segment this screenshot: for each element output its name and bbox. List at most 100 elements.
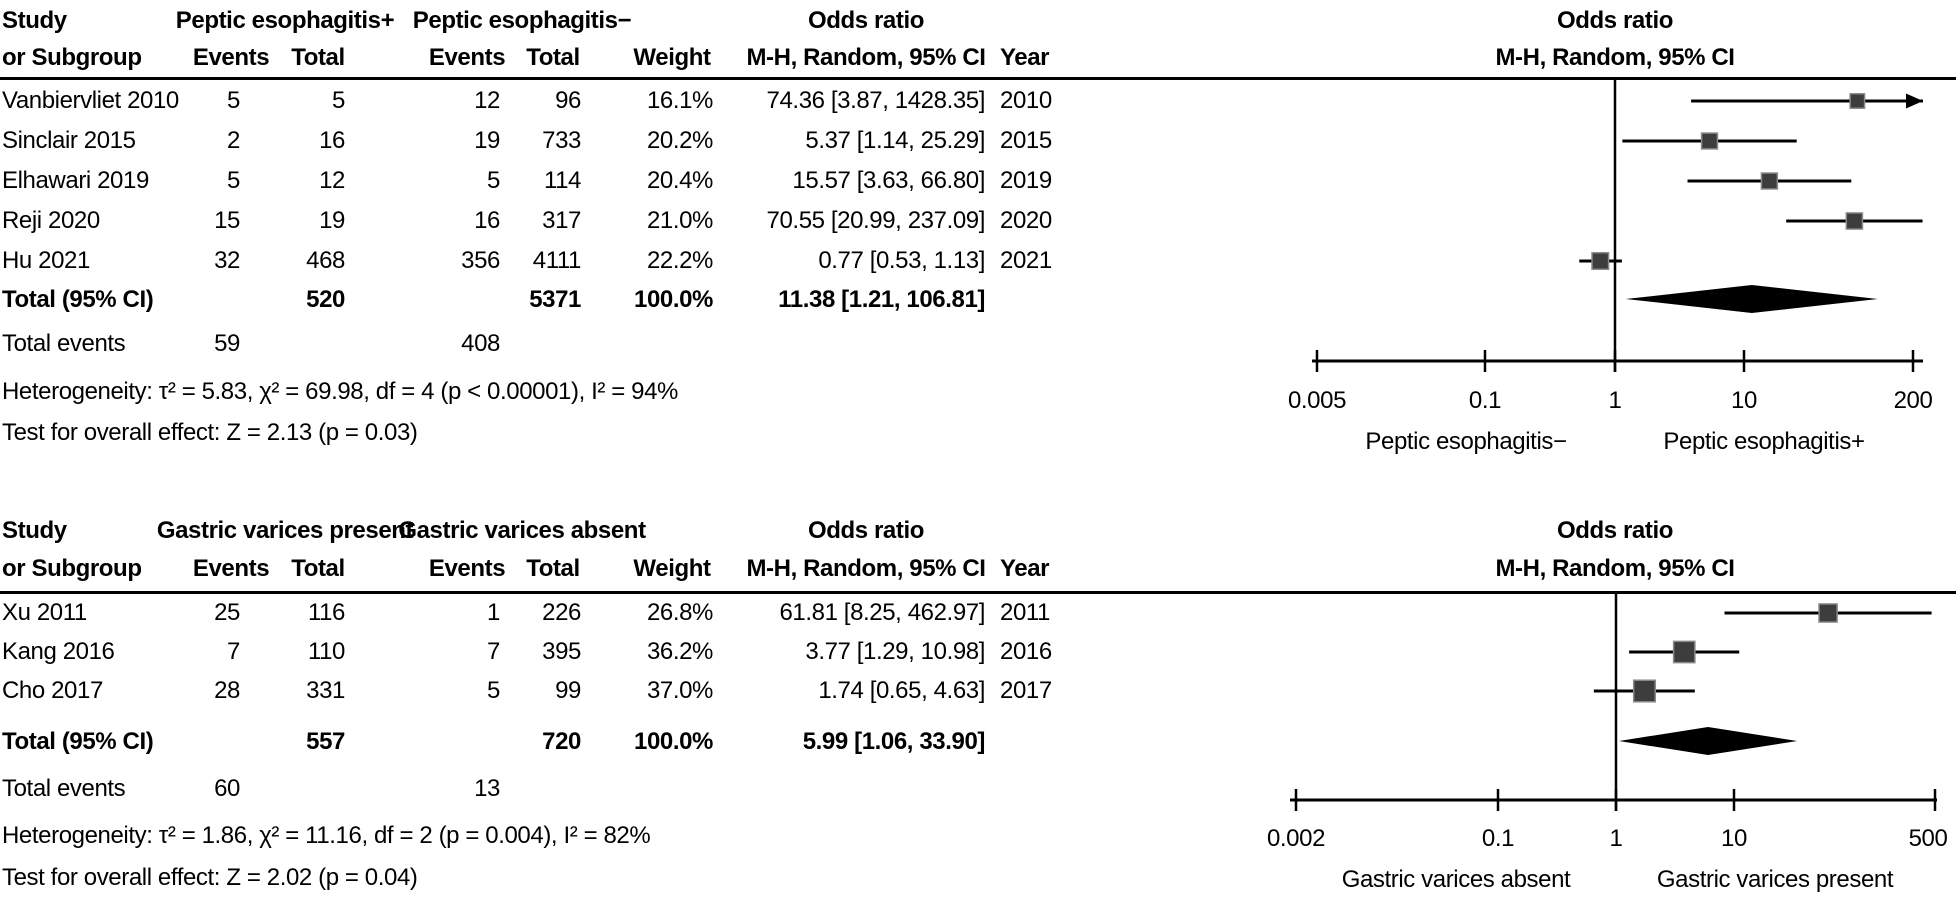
total-control: 720 [542, 728, 581, 755]
axis-tick-label: 200 [1893, 387, 1933, 414]
study-name: Vanbiervliet 2010 [2, 87, 179, 114]
events-control: 16 [474, 207, 500, 234]
plot-header-line2: M-H, Random, 95% CI [1495, 44, 1735, 71]
year-value: 2019 [1000, 167, 1052, 194]
effect-square [1760, 172, 1779, 190]
or-column-header-line1: Odds ratio [807, 517, 924, 544]
effect-square [1632, 679, 1657, 703]
year-header: Year [1000, 555, 1050, 582]
group1-header: Gastric varices present [156, 517, 414, 544]
axis-tick-label: 10 [1721, 825, 1747, 852]
total2-header: Total [526, 555, 580, 582]
study-name: Kang 2016 [2, 638, 115, 665]
events1-header: Events [192, 555, 270, 582]
events-control: 5 [487, 167, 500, 194]
axis-right-group-label: Peptic esophagitis+ [1663, 428, 1865, 455]
total-control: 226 [542, 599, 581, 626]
heterogeneity-text: Heterogeneity: τ² = 1.86, χ² = 11.16, df… [2, 822, 651, 849]
total-events-control: 408 [461, 330, 500, 357]
overall-effect-text: Test for overall effect: Z = 2.13 (p = 0… [2, 419, 418, 446]
axis-tick-label: 0.002 [1266, 825, 1326, 852]
events-control: 19 [474, 127, 500, 154]
total-control: 5371 [529, 286, 581, 313]
total-exposed: 520 [306, 286, 345, 313]
total-control: 4111 [532, 247, 582, 274]
events-exposed: 15 [214, 207, 240, 234]
events-control: 12 [474, 87, 500, 114]
study-header-line2: or Subgroup [2, 555, 142, 582]
group2-header: Peptic esophagitis− [412, 7, 632, 34]
total-weight: 100.0% [634, 728, 713, 755]
weight-value: 20.4% [646, 167, 713, 194]
header-rule [0, 77, 1956, 80]
total-exposed: 557 [306, 728, 345, 755]
events-exposed: 7 [227, 638, 240, 665]
weight-value: 21.0% [646, 207, 713, 234]
total-events-label: Total events [2, 775, 126, 802]
or-ci-value: 15.57 [3.63, 66.80] [792, 167, 985, 194]
weight-header: Weight [633, 555, 711, 582]
study-name: Sinclair 2015 [2, 127, 136, 154]
total-exposed: 468 [306, 247, 345, 274]
year-header: Year [1000, 44, 1050, 71]
total-events-exposed: 59 [214, 330, 240, 357]
weight-value: 20.2% [646, 127, 713, 154]
axis-tick-label: 0.1 [1468, 387, 1502, 414]
effect-square [1845, 212, 1864, 230]
total-row-label: Total (95% CI) [2, 286, 154, 313]
total-exposed: 12 [319, 167, 345, 194]
weight-value: 36.2% [646, 638, 713, 665]
axis-tick-label: 0.005 [1287, 387, 1347, 414]
study-name: Hu 2021 [2, 247, 90, 274]
or-ci-value: 1.74 [0.65, 4.63] [818, 677, 985, 704]
events-exposed: 25 [214, 599, 240, 626]
events-exposed: 28 [214, 677, 240, 704]
total-exposed: 19 [319, 207, 345, 234]
events-exposed: 5 [227, 167, 240, 194]
plot-header-line2: M-H, Random, 95% CI [1495, 555, 1735, 582]
axis-left-group-label: Gastric varices absent [1341, 866, 1571, 893]
effect-square [1672, 640, 1696, 664]
or-ci-value: 61.81 [8.25, 462.97] [779, 599, 985, 626]
study-name: Xu 2011 [2, 599, 87, 626]
axis-tick-label: 1 [1608, 387, 1622, 414]
total-exposed: 331 [306, 677, 345, 704]
total-control: 114 [543, 167, 581, 194]
total-control: 99 [555, 677, 581, 704]
total-exposed: 16 [319, 127, 345, 154]
total-control: 395 [542, 638, 581, 665]
events-exposed: 2 [227, 127, 240, 154]
events-exposed: 5 [227, 87, 240, 114]
or-ci-value: 3.77 [1.29, 10.98] [805, 638, 985, 665]
year-value: 2020 [1000, 207, 1052, 234]
total-or-ci: 5.99 [1.06, 33.90] [802, 728, 986, 755]
events-control: 5 [487, 677, 500, 704]
total-control: 96 [555, 87, 581, 114]
events-control: 356 [461, 247, 500, 274]
total-row-label: Total (95% CI) [2, 728, 154, 755]
overall-effect-text: Test for overall effect: Z = 2.02 (p = 0… [2, 864, 418, 891]
events2-header: Events [428, 44, 506, 71]
weight-value: 26.8% [646, 599, 713, 626]
plot-header-line1: Odds ratio [1556, 7, 1673, 34]
axis-tick-label: 1 [1609, 825, 1623, 852]
or-column-header-line2: M-H, Random, 95% CI [746, 555, 986, 582]
or-ci-value: 0.77 [0.53, 1.13] [818, 247, 985, 274]
total-control: 317 [542, 207, 581, 234]
study-header-line2: or Subgroup [2, 44, 142, 71]
total-events-label: Total events [2, 330, 126, 357]
total1-header: Total [291, 555, 345, 582]
effect-square [1849, 93, 1866, 109]
effect-square [1591, 251, 1610, 271]
weight-header: Weight [633, 44, 711, 71]
group2-header: Gastric varices absent [398, 517, 646, 544]
total-weight: 100.0% [634, 286, 713, 313]
weight-value: 37.0% [646, 677, 713, 704]
study-name: Reji 2020 [2, 207, 100, 234]
events-exposed: 32 [214, 247, 240, 274]
plot-header-line1: Odds ratio [1556, 517, 1673, 544]
total-exposed: 116 [307, 599, 345, 626]
arrow-right-icon [1906, 93, 1923, 109]
